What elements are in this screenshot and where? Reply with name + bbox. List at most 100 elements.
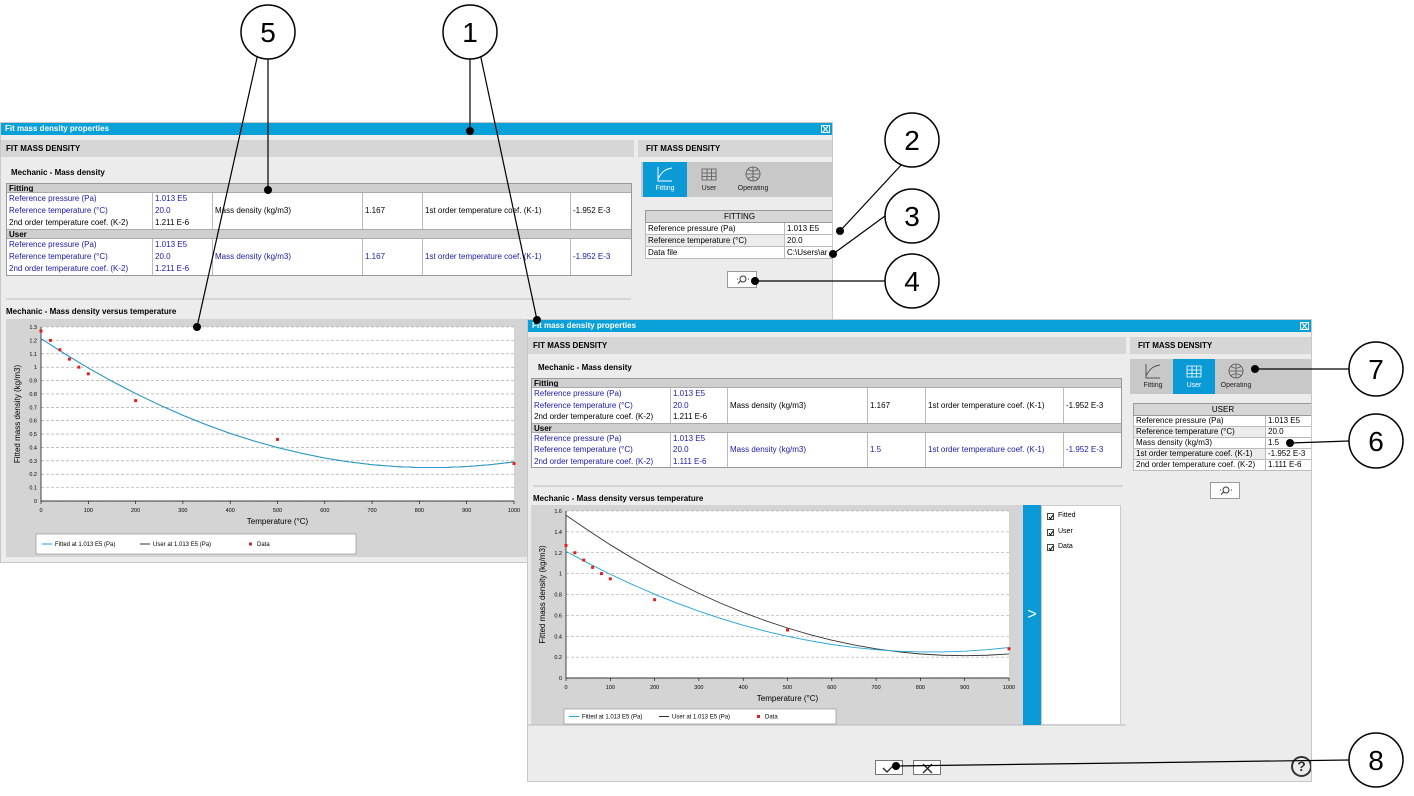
- y-tick-label: 0.5: [29, 432, 37, 438]
- tab[interactable]: Fitting: [643, 162, 687, 197]
- series-line: [565, 514, 1010, 657]
- y-tick-label: 0.8: [29, 392, 37, 398]
- legend-label: Data: [765, 715, 778, 721]
- table-cell: 1.5: [868, 444, 926, 456]
- help-button[interactable]: ?: [1291, 756, 1311, 777]
- table-cell-empty: [728, 455, 868, 467]
- callout-circle: [240, 4, 296, 60]
- chart-title: Mechanic - Mass density versus temperatu…: [533, 494, 704, 503]
- legend: [35, 533, 357, 555]
- x-tick-label: 1000: [508, 508, 520, 514]
- table-cell-empty: [728, 432, 868, 444]
- callout-dot: [751, 277, 759, 285]
- legend-label: User at 1.013 E5 (Pa): [153, 542, 211, 548]
- checkbox[interactable]: [1047, 528, 1054, 536]
- close-icon: [1301, 323, 1308, 329]
- expand-button[interactable]: >: [1023, 505, 1041, 725]
- search-button[interactable]: [1210, 482, 1240, 499]
- check-glyph: [1048, 530, 1054, 536]
- cancel-button[interactable]: [913, 760, 941, 775]
- data-point: [67, 357, 71, 361]
- x-tick-label: 900: [462, 508, 471, 514]
- callout-dot: [836, 227, 844, 235]
- y-tick-label: 0: [34, 499, 37, 505]
- data-point: [653, 598, 657, 602]
- table-cell: 1st order temperature coef. (K-1): [423, 251, 571, 263]
- x-tick-label: 300: [178, 508, 187, 514]
- tab-label: Operating: [737, 185, 769, 192]
- close-button[interactable]: [1300, 322, 1309, 330]
- callout-dot: [193, 323, 201, 331]
- tab[interactable]: Operating: [731, 162, 775, 197]
- data-point: [573, 551, 577, 555]
- table-cell-empty: [728, 388, 868, 400]
- search-button[interactable]: [727, 271, 757, 288]
- y-tick-label: 0.2: [554, 655, 562, 661]
- data-point: [58, 348, 62, 352]
- data-point: [77, 365, 81, 369]
- checkbox[interactable]: [1047, 513, 1054, 520]
- x-tick-label: 600: [827, 685, 836, 691]
- close-glyph: [822, 126, 829, 132]
- y-tick-label: 1: [34, 365, 37, 371]
- callout-dot: [1286, 439, 1294, 447]
- y-tick-label: 1.2: [29, 338, 37, 344]
- data-point: [134, 399, 138, 403]
- callout-dot: [829, 250, 837, 258]
- panel-cell: Reference temperature (°C): [1133, 427, 1266, 438]
- table-cell: 20.0: [671, 444, 728, 456]
- x-tick-label: 200: [131, 508, 140, 514]
- callout-leader: [832, 215, 886, 255]
- tab-label: Fitting: [1143, 382, 1163, 389]
- callout-leader: [1289, 440, 1350, 444]
- data-point: [599, 572, 603, 576]
- icon-shape: [1222, 486, 1230, 494]
- data-point: [512, 462, 516, 466]
- tab-icon: [1186, 365, 1202, 378]
- y-tick-label: 1: [559, 572, 562, 578]
- close-icon: [822, 126, 829, 132]
- table-cell: 1.167: [868, 399, 926, 411]
- checkbox-label: Data: [1058, 543, 1073, 550]
- legend-label: User at 1.013 E5 (Pa): [672, 715, 730, 721]
- panel-header: FIT MASS DENSITY: [1130, 337, 1311, 354]
- x-tick-label: 100: [606, 685, 615, 691]
- callout-circle: [1348, 732, 1404, 788]
- tab[interactable]: Operating: [1215, 359, 1257, 394]
- x-tick-label: 1000: [1003, 685, 1015, 691]
- x-axis-label: Temperature (°C): [247, 517, 309, 526]
- icon-shape: [1220, 489, 1232, 495]
- x-tick-label: 900: [960, 685, 969, 691]
- table-cell: 1.167: [363, 251, 423, 263]
- table-cell-empty: [213, 263, 363, 275]
- legend-swatch: [249, 542, 252, 546]
- panel-cell: 1.013 E5: [785, 223, 832, 235]
- section-header: FIT MASS DENSITY: [1, 140, 634, 157]
- plot-area: [41, 327, 514, 501]
- y-tick-label: 0.1: [29, 486, 37, 492]
- tab[interactable]: User: [1173, 359, 1215, 394]
- tab[interactable]: User: [687, 162, 731, 197]
- table-cell: Mass density (kg/m3): [728, 399, 868, 411]
- y-tick-label: 0.2: [29, 472, 37, 478]
- window-graphics: 0 0.2 0.4 0.6 0.8 1 1.2 1.4 1.6 0 100 200 300 400 500 6…: [528, 485, 1126, 726]
- panel-cell: 1st order temperature coef. (K-1): [1133, 449, 1266, 460]
- checkbox[interactable]: [1047, 544, 1054, 551]
- table-cell-empty: [363, 193, 423, 205]
- callout-leader: [480, 56, 538, 321]
- table-cell: 1.013 E5: [153, 193, 213, 205]
- icon-shape: [701, 168, 717, 181]
- data-point: [564, 543, 568, 547]
- legend-label: Fitted at 1.013 E5 (Pa): [582, 715, 642, 721]
- callout-circle: [884, 112, 940, 168]
- panel-cell: 2nd order temperature coef. (K-2): [1133, 460, 1266, 471]
- check-glyph: [1048, 545, 1054, 551]
- table-cell-empty: [926, 388, 1064, 400]
- callout-number: 6: [1368, 426, 1384, 457]
- dialog-window: 0 0.2 0.4 0.6 0.8 1 1.2 1.4 1.6 0 100 200 300 400 500 6…: [527, 319, 1312, 782]
- tab[interactable]: Fitting: [1132, 359, 1174, 394]
- y-tick-label: 1.6: [554, 509, 562, 515]
- close-button[interactable]: [821, 125, 830, 133]
- table-cell: 1st order temperature coef. (K-1): [423, 205, 571, 217]
